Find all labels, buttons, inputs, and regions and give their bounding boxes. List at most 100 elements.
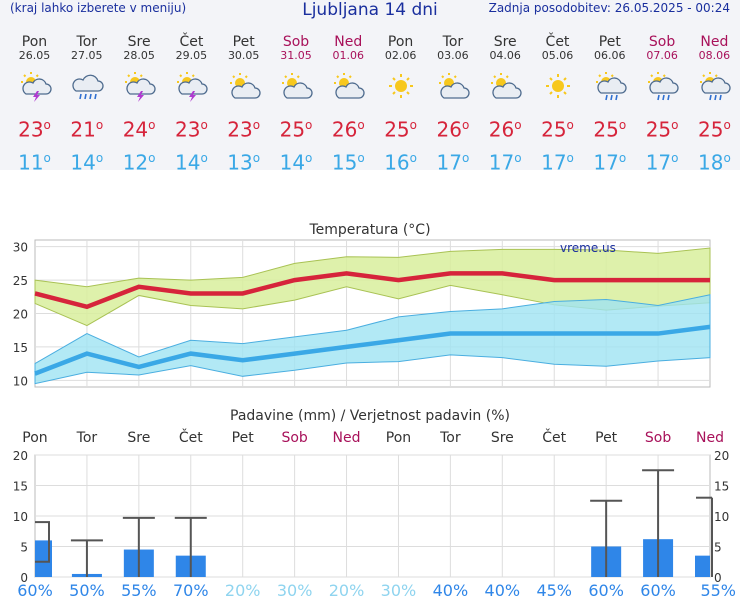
last-update: Zadnja posodobitev: 26.05.2025 - 00:24 [488,1,730,15]
day-name: Sre [127,34,151,50]
day-name: Sob [282,34,310,50]
day-name: Čet [545,34,570,50]
temp-max: 25o [279,117,313,142]
temp-max: 25o [697,117,731,142]
precip-probability: 20% [225,581,261,600]
day-column: Pon 26.05 23o 11o [8,34,61,173]
day-date: 07.06 [646,49,678,62]
temp-min: 14o [174,150,208,175]
precip-probability: 55% [700,581,736,600]
day-date: 31.05 [280,49,312,62]
temp-max: 24o [122,117,156,142]
temp-max: 25o [645,117,679,142]
precip-day-label: Tor [439,430,461,446]
sun-icon [545,74,570,98]
temp-min: 18o [697,150,731,175]
temp-min: 17o [593,150,627,175]
sun-cloud-thunder-icon [177,72,208,102]
temperature-chart-title: Temperatura (°C) [308,222,430,238]
day-name: Tor [442,34,464,50]
day-date: 30.05 [227,49,260,62]
min-temp-line [34,324,711,376]
day-column: Sob 07.06 25o 17o [636,34,689,173]
precip-probability: 20% [329,581,365,600]
sun-cloud-icon [334,73,365,99]
temp-tick-label: 30 [13,241,28,255]
precip-tick-label-left: 20 [13,449,28,463]
sun-cloud-icon [438,73,470,99]
precip-tick-label-left: 0 [20,571,28,585]
day-name: Pet [232,34,255,50]
temp-max: 23o [174,117,208,142]
day-date: 26.05 [18,49,51,62]
precip-error-bar [70,539,103,577]
day-column: Ned 01.06 26o 15o [322,34,375,173]
day-column: Sre 28.05 24o 12o [113,34,166,173]
sun-cloud-rain-icon [700,72,731,101]
temp-tick-label: 15 [13,341,28,355]
precip-bar [695,555,710,577]
precip-day-label: Sob [645,430,671,446]
precip-chart-title: Padavine (mm) / Verjetnost padavin (%) [230,408,510,424]
precip-probability: 60% [640,581,676,600]
precip-day-label: Čet [179,428,203,446]
temp-min: 11o [18,150,51,175]
temp-min: 17o [645,150,679,175]
temp-max: 26o [488,117,522,142]
day-date: 29.05 [175,49,208,62]
day-name: Ned [700,34,729,50]
precip-error-bar [174,516,207,577]
precip-probability: 60% [17,581,53,600]
precip-day-label: Sre [127,430,150,446]
charts: Temperatura (°C) 10 15 20 25 30 vreme.us Pad… [13,222,736,600]
temp-min: 14o [70,150,104,175]
temp-min: 14o [279,150,313,175]
temp-max: 23o [227,117,261,142]
precip-error-bar [642,469,675,577]
precip-error-bar [35,521,50,563]
page-title: Ljubljana 14 dni [302,0,438,20]
sun-cloud-icon [282,73,313,99]
day-date: 06.06 [594,49,626,62]
day-column: Čet 05.06 25o 17o [531,34,584,173]
day-name: Pon [387,34,414,50]
temp-min: 15o [331,150,365,175]
cloud-rain-icon [72,74,104,100]
precip-day-label: Sob [281,430,307,446]
precip-probability: 55% [121,581,157,600]
forecast-strip: (kraj lahko izberete v meniju) Ljubljana… [0,0,740,173]
temp-max: 25o [541,117,574,142]
temp-min: 16o [384,150,417,175]
location-menu-hint[interactable]: (kraj lahko izberete v meniju) [10,1,187,15]
day-name: Pet [598,34,621,50]
precip-day-label: Sre [491,430,514,446]
precip-probability: 30% [381,581,417,600]
precip-day-label: Pon [22,430,47,446]
precip-day-label: Pet [232,430,255,446]
precip-tick-label-right: 10 [714,510,729,524]
precip-probability: 40% [433,581,469,600]
temp-max: 21o [70,117,104,142]
precip-tick-label-left: 5 [20,541,28,555]
precip-probability: 60% [588,581,624,600]
day-column: Tor 27.05 21o 14o [60,34,113,173]
sun-cloud-thunder-icon [20,72,52,102]
day-column: Pet 30.05 23o 13o [217,34,270,173]
precip-probability: 50% [69,581,105,600]
precip-tick-label-right: 0 [714,571,722,585]
day-date: 27.05 [71,49,103,62]
day-date: 01.06 [332,49,365,62]
day-name: Čet [179,34,204,50]
day-column: Pet 06.06 25o 17o [583,34,636,173]
day-name: Sob [648,34,676,50]
sun-cloud-icon [229,73,261,99]
day-column: Sre 04.06 26o 17o [479,34,532,173]
precip-probability: 30% [277,581,313,600]
sun-cloud-thunder-icon [125,72,156,102]
day-column: Pon 02.06 25o 16o [374,34,427,173]
temp-min: 13o [227,150,261,175]
precip-day-label: Ned [696,430,724,446]
watermark: vreme.us [560,241,616,255]
temp-min: 12o [122,150,156,175]
day-column: Tor 03.06 26o 17o [426,34,479,173]
